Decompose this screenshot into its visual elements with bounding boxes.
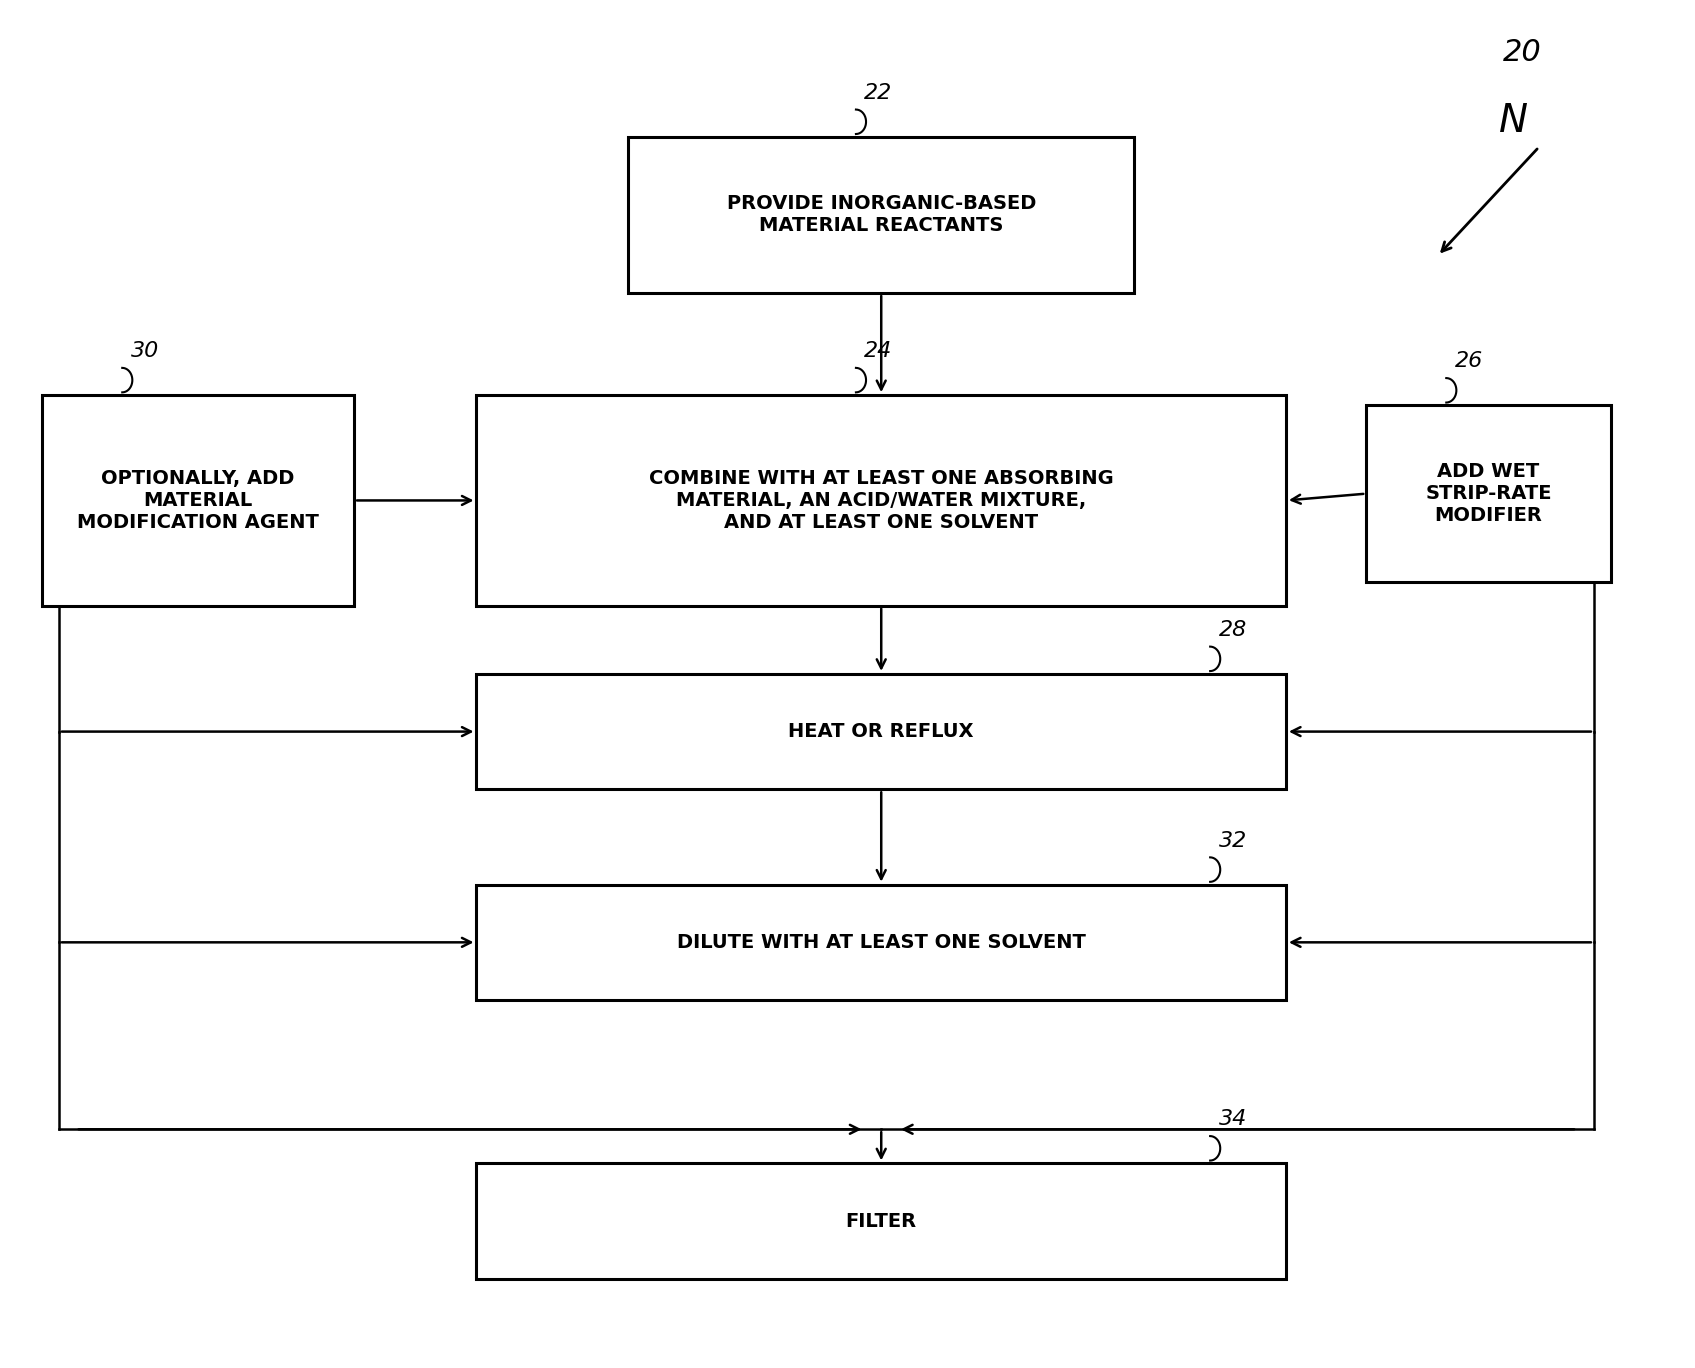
Text: COMBINE WITH AT LEAST ONE ABSORBING
MATERIAL, AN ACID/WATER MIXTURE,
AND AT LEAS: COMBINE WITH AT LEAST ONE ABSORBING MATE… — [649, 469, 1114, 532]
FancyBboxPatch shape — [629, 137, 1134, 293]
FancyBboxPatch shape — [476, 395, 1287, 606]
Text: DILUTE WITH AT LEAST ONE SOLVENT: DILUTE WITH AT LEAST ONE SOLVENT — [676, 933, 1086, 952]
Text: 30: 30 — [131, 341, 159, 361]
Text: 26: 26 — [1454, 352, 1483, 371]
Text: 20: 20 — [1503, 38, 1541, 67]
Text: FILTER: FILTER — [846, 1212, 917, 1231]
FancyBboxPatch shape — [476, 674, 1287, 789]
Text: PROVIDE INORGANIC-BASED
MATERIAL REACTANTS: PROVIDE INORGANIC-BASED MATERIAL REACTAN… — [727, 194, 1036, 235]
FancyBboxPatch shape — [1366, 405, 1610, 581]
Text: 22: 22 — [864, 82, 893, 103]
Text: 24: 24 — [864, 341, 893, 361]
Text: 32: 32 — [1219, 830, 1248, 851]
Text: OPTIONALLY, ADD
MATERIAL
MODIFICATION AGENT: OPTIONALLY, ADD MATERIAL MODIFICATION AG… — [78, 469, 319, 532]
FancyBboxPatch shape — [476, 885, 1287, 1000]
Text: 34: 34 — [1219, 1109, 1248, 1130]
Text: ADD WET
STRIP-RATE
MODIFIER: ADD WET STRIP-RATE MODIFIER — [1425, 462, 1551, 525]
FancyBboxPatch shape — [476, 1163, 1287, 1279]
Text: N: N — [1498, 103, 1529, 140]
Text: 28: 28 — [1219, 620, 1248, 640]
Text: HEAT OR REFLUX: HEAT OR REFLUX — [788, 722, 975, 741]
FancyBboxPatch shape — [42, 395, 354, 606]
